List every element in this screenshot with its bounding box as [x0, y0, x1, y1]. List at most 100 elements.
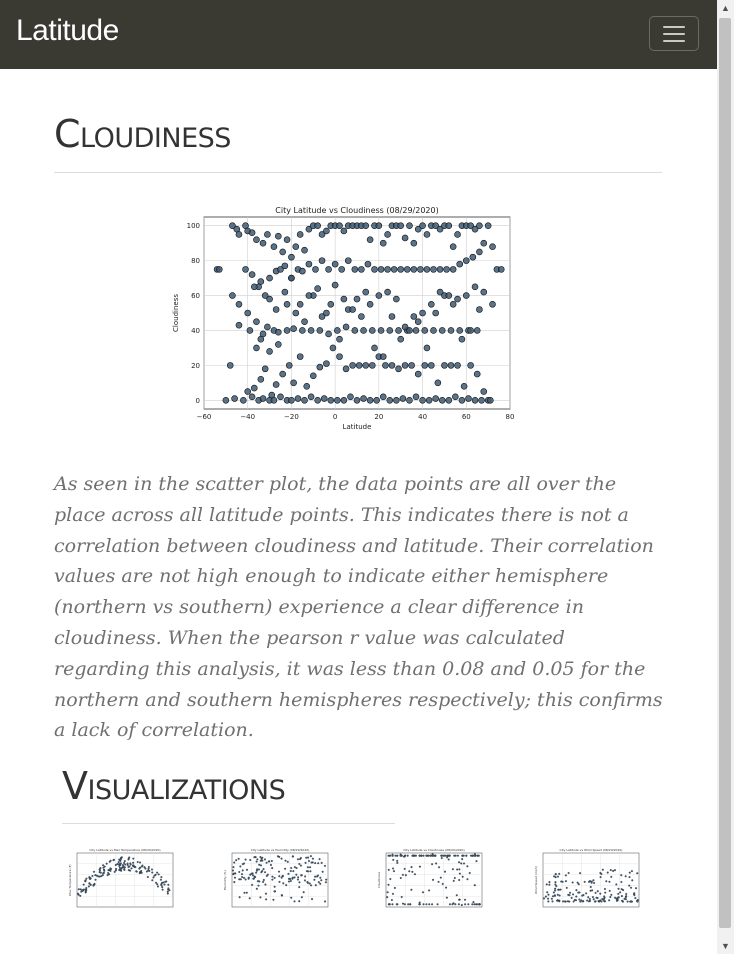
- thumbnail-point: [166, 892, 169, 895]
- thumbnail-point: [256, 858, 259, 861]
- thumbnail-point: [140, 871, 143, 874]
- thumbnail-point: [261, 856, 264, 859]
- scatter-point: [312, 266, 319, 273]
- thumbnail-point: [402, 902, 405, 905]
- scatter-point: [388, 313, 396, 320]
- thumbnail-point: [314, 875, 317, 878]
- scatter-point: [408, 362, 415, 369]
- thumbnail-point: [79, 888, 82, 891]
- thumbnail-point: [119, 862, 122, 865]
- thumbnail-wind-speed[interactable]: City Latitude vs Wind Speed (08/29/2020)…: [533, 845, 643, 915]
- thumbnail-point: [621, 900, 624, 903]
- y-tick-label: 40: [191, 327, 200, 335]
- thumbnail-point: [453, 854, 456, 857]
- thumbnail-point: [241, 875, 244, 878]
- scroll-down-arrow-icon[interactable]: ▼: [721, 941, 730, 951]
- scatter-point: [412, 393, 420, 401]
- scatter-point: [419, 222, 426, 230]
- thumbnail-point: [391, 854, 394, 857]
- scatter-point: [222, 396, 230, 404]
- thumbnail-point: [310, 884, 313, 887]
- thumbnail-point: [127, 869, 130, 872]
- scatter-point: [264, 323, 271, 331]
- scatter-point: [290, 325, 297, 333]
- thumbnail-point: [255, 869, 258, 872]
- page-scrollbar[interactable]: ▲ ▼: [717, 0, 734, 954]
- navbar-toggle-button[interactable]: [649, 16, 699, 51]
- thumbnail-point: [472, 901, 475, 904]
- scatter-point: [458, 335, 466, 343]
- thumbnail-point: [400, 854, 403, 857]
- thumbnail-point: [280, 876, 283, 879]
- thumbnail-point: [583, 880, 586, 883]
- thumbnail-point: [617, 887, 620, 890]
- thumbnail-point: [604, 900, 607, 903]
- thumbnail-title: City Latitude vs Humidity (08/29/2020): [251, 848, 310, 852]
- scrollbar-thumb[interactable]: [719, 18, 731, 928]
- thumbnail-point: [281, 875, 284, 878]
- thumbnail-point: [458, 868, 461, 871]
- thumbnail-point: [112, 859, 115, 862]
- thumbnail-point: [592, 879, 595, 882]
- thumbnail-point: [156, 883, 159, 886]
- thumbnail-point: [410, 888, 413, 891]
- thumbnail-point: [107, 871, 110, 874]
- thumbnail-point: [118, 868, 121, 871]
- scatter-point: [290, 379, 297, 387]
- scatter-point: [458, 396, 466, 404]
- thumbnail-cloudiness[interactable]: City Latitude vs Cloudiness (08/29/2020)…: [376, 845, 486, 915]
- thumbnail-point: [258, 863, 261, 866]
- scatter-point: [288, 396, 295, 404]
- thumbnail-point: [109, 867, 112, 870]
- thumbnail-point: [306, 866, 309, 869]
- thumbnail-point: [324, 881, 327, 884]
- navbar: Latitude: [0, 0, 717, 69]
- thumbnail-point: [243, 891, 246, 894]
- thumbnail-point: [313, 878, 316, 881]
- scatter-point: [428, 300, 435, 308]
- thumbnail-point: [147, 866, 150, 869]
- scatter-point: [371, 344, 378, 352]
- thumbnail-point: [554, 881, 557, 884]
- thumbnail-max-temperature[interactable]: City Latitude vs Max Temperature (08/29/…: [67, 845, 177, 915]
- scatter-point: [305, 292, 313, 299]
- scatter-point: [320, 395, 328, 402]
- thumbnail-point: [123, 861, 126, 864]
- scatter-point: [257, 335, 265, 343]
- scatter-point: [471, 283, 479, 291]
- thumbnail-point: [255, 871, 258, 874]
- scatter-point: [336, 335, 343, 343]
- scatter-point: [366, 300, 374, 308]
- thumbnail-point: [473, 884, 476, 887]
- scatter-point: [314, 285, 321, 292]
- thumbnail-point: [252, 877, 255, 880]
- scatter-point: [226, 362, 234, 369]
- thumbnail-point: [620, 874, 623, 877]
- thumbnail-point: [605, 880, 608, 883]
- scatter-point: [316, 363, 324, 371]
- scatter-point: [478, 396, 485, 404]
- scatter-point: [434, 379, 442, 387]
- navbar-brand[interactable]: Latitude: [16, 14, 119, 47]
- thumbnail-point: [102, 864, 105, 867]
- thumbnail-point: [262, 868, 265, 871]
- thumbnail-point: [251, 883, 254, 886]
- cloudiness-scatter-plot: −60 −40 −20 0 20 40 60 80 0 20 40 60 80 100 City Latit…: [172, 206, 514, 431]
- thumbnail-point: [446, 856, 449, 859]
- thumbnail-point: [447, 858, 450, 861]
- visualizations-divider: [62, 823, 395, 824]
- scatter-point: [436, 225, 444, 233]
- thumbnail-point: [454, 903, 457, 906]
- thumbnail-point: [311, 857, 314, 860]
- scatter-point: [432, 395, 439, 402]
- scroll-up-arrow-icon[interactable]: ▲: [721, 3, 730, 13]
- scatter-point: [342, 323, 350, 331]
- thumbnail-point: [241, 869, 244, 872]
- thumbnail-point: [478, 903, 481, 906]
- thumbnail-point: [562, 900, 565, 903]
- thumbnail-point: [620, 888, 623, 891]
- scatter-point: [325, 266, 332, 273]
- scatter-point: [454, 362, 461, 369]
- thumbnail-humidity[interactable]: City Latitude vs Humidity (08/29/2020) Hu…: [222, 845, 332, 915]
- thumbnail-point: [88, 876, 91, 879]
